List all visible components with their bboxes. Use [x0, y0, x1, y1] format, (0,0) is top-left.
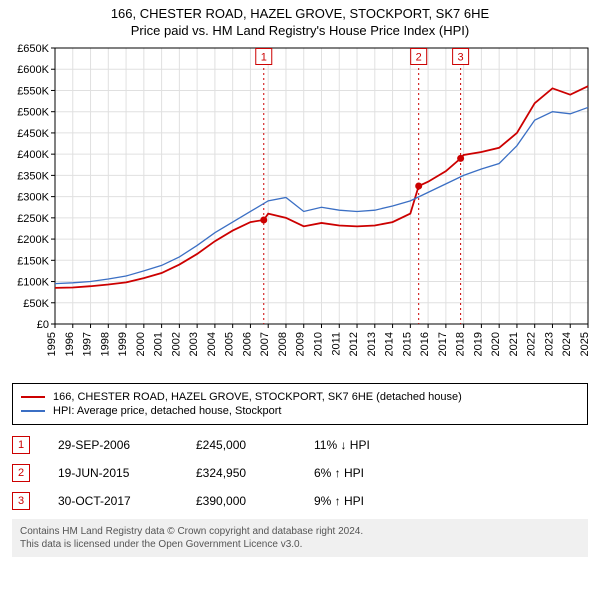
sale-marker-dot	[415, 182, 422, 189]
sale-marker-num: 3	[458, 51, 464, 63]
sale-price: £245,000	[196, 438, 286, 452]
svg-text:£250K: £250K	[17, 213, 49, 225]
sale-date: 29-SEP-2006	[58, 438, 168, 452]
title-line-1: 166, CHESTER ROAD, HAZEL GROVE, STOCKPOR…	[8, 6, 592, 23]
svg-text:£450K: £450K	[17, 128, 49, 140]
sale-row: 3 30-OCT-2017 £390,000 9% ↑ HPI	[12, 487, 588, 515]
sale-pct: 9% ↑ HPI	[314, 494, 414, 508]
sale-marker: 3	[12, 492, 30, 510]
svg-text:£400K: £400K	[17, 149, 49, 161]
svg-text:2016: 2016	[419, 332, 431, 356]
svg-text:2011: 2011	[330, 332, 342, 356]
svg-text:1997: 1997	[82, 332, 94, 356]
sale-marker-num: 2	[416, 51, 422, 63]
sale-price: £390,000	[196, 494, 286, 508]
svg-text:£150K: £150K	[17, 255, 49, 267]
sale-row: 2 19-JUN-2015 £324,950 6% ↑ HPI	[12, 459, 588, 487]
svg-text:1999: 1999	[117, 332, 129, 356]
sale-marker-num: 1	[261, 51, 267, 63]
svg-text:2019: 2019	[472, 332, 484, 356]
legend-swatch	[21, 410, 45, 412]
svg-text:£600K: £600K	[17, 64, 49, 76]
legend-row: 166, CHESTER ROAD, HAZEL GROVE, STOCKPOR…	[21, 390, 579, 404]
svg-text:2018: 2018	[455, 332, 467, 356]
svg-text:£0: £0	[37, 319, 49, 331]
svg-text:2006: 2006	[241, 332, 253, 356]
svg-text:2014: 2014	[384, 332, 396, 356]
svg-text:£200K: £200K	[17, 234, 49, 246]
svg-text:2010: 2010	[313, 332, 325, 356]
sale-pct: 6% ↑ HPI	[314, 466, 414, 480]
price-chart: £0 £50K £100K £150K £200K £250K £300K £350K £400…	[0, 42, 600, 372]
svg-text:2020: 2020	[490, 332, 502, 356]
svg-text:2021: 2021	[508, 332, 520, 356]
svg-text:2005: 2005	[224, 332, 236, 356]
svg-text:£350K: £350K	[17, 170, 49, 182]
legend-swatch	[21, 396, 45, 398]
svg-text:2001: 2001	[153, 332, 165, 356]
svg-text:2015: 2015	[401, 332, 413, 356]
legend-label: HPI: Average price, detached house, Stoc…	[53, 405, 282, 417]
svg-text:2003: 2003	[188, 332, 200, 356]
svg-text:£500K: £500K	[17, 106, 49, 118]
footnote-line-1: Contains HM Land Registry data © Crown c…	[20, 525, 580, 538]
title-line-2: Price paid vs. HM Land Registry's House …	[8, 23, 592, 40]
svg-text:2013: 2013	[366, 332, 378, 356]
svg-text:2025: 2025	[579, 332, 591, 356]
footnote: Contains HM Land Registry data © Crown c…	[12, 519, 588, 557]
svg-text:2023: 2023	[543, 332, 555, 356]
svg-text:2002: 2002	[170, 332, 182, 356]
sale-row: 1 29-SEP-2006 £245,000 11% ↓ HPI	[12, 431, 588, 459]
sales-table: 1 29-SEP-2006 £245,000 11% ↓ HPI 2 19-JUN-201…	[12, 431, 588, 515]
sale-marker: 2	[12, 464, 30, 482]
svg-text:1996: 1996	[64, 332, 76, 356]
svg-text:2009: 2009	[295, 332, 307, 356]
sale-date: 19-JUN-2015	[58, 466, 168, 480]
svg-text:£550K: £550K	[17, 85, 49, 97]
svg-text:1998: 1998	[99, 332, 111, 356]
svg-text:2007: 2007	[259, 332, 271, 356]
svg-text:£650K: £650K	[17, 43, 49, 55]
svg-text:2022: 2022	[526, 332, 538, 356]
legend: 166, CHESTER ROAD, HAZEL GROVE, STOCKPOR…	[12, 383, 588, 425]
sale-price: £324,950	[196, 466, 286, 480]
svg-text:2004: 2004	[206, 332, 218, 356]
sale-marker-dot	[457, 155, 464, 162]
chart-container: £0 £50K £100K £150K £200K £250K £300K £350K £400…	[0, 42, 600, 377]
svg-text:2017: 2017	[437, 332, 449, 356]
sale-pct: 11% ↓ HPI	[314, 438, 414, 452]
svg-text:£300K: £300K	[17, 191, 49, 203]
sale-marker: 1	[12, 436, 30, 454]
footnote-line-2: This data is licensed under the Open Gov…	[20, 538, 580, 551]
svg-text:1995: 1995	[46, 332, 58, 356]
legend-row: HPI: Average price, detached house, Stoc…	[21, 404, 579, 418]
svg-text:2008: 2008	[277, 332, 289, 356]
svg-text:£100K: £100K	[17, 276, 49, 288]
sale-marker-dot	[260, 216, 267, 223]
chart-title-block: 166, CHESTER ROAD, HAZEL GROVE, STOCKPOR…	[0, 0, 600, 42]
svg-text:2024: 2024	[561, 332, 573, 356]
svg-text:2000: 2000	[135, 332, 147, 356]
legend-label: 166, CHESTER ROAD, HAZEL GROVE, STOCKPOR…	[53, 391, 462, 403]
sale-date: 30-OCT-2017	[58, 494, 168, 508]
svg-text:2012: 2012	[348, 332, 360, 356]
svg-text:£50K: £50K	[23, 298, 49, 310]
